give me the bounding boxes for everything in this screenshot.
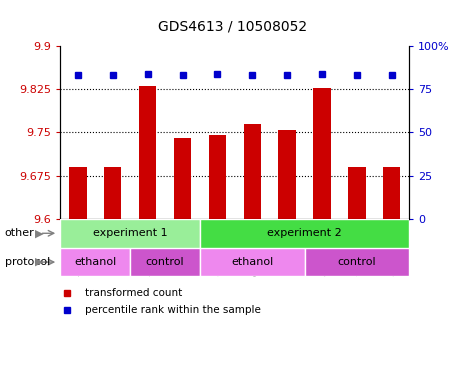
Bar — [348, 167, 365, 219]
Text: GSM847028: GSM847028 — [213, 222, 222, 277]
Text: GSM847033: GSM847033 — [387, 222, 396, 277]
Text: transformed count: transformed count — [85, 288, 182, 298]
Bar — [69, 167, 86, 219]
Text: GSM847027: GSM847027 — [178, 222, 187, 277]
Text: ▶: ▶ — [35, 257, 44, 267]
Bar — [200, 219, 409, 248]
Text: GSM847026: GSM847026 — [143, 222, 152, 277]
Bar — [209, 136, 226, 219]
Text: GSM847025: GSM847025 — [108, 222, 117, 277]
Text: GSM847030: GSM847030 — [248, 222, 257, 277]
Text: control: control — [338, 257, 376, 267]
Bar — [305, 248, 409, 276]
Text: GSM847029: GSM847029 — [318, 222, 326, 277]
Bar — [313, 88, 331, 219]
Text: ▶: ▶ — [35, 228, 44, 238]
Text: control: control — [146, 257, 185, 267]
Bar — [60, 219, 200, 248]
Text: GSM847031: GSM847031 — [352, 222, 361, 277]
Bar — [60, 248, 130, 276]
Text: ethanol: ethanol — [74, 257, 116, 267]
Text: percentile rank within the sample: percentile rank within the sample — [85, 305, 261, 315]
Text: protocol: protocol — [5, 257, 50, 267]
Bar — [200, 248, 305, 276]
Text: GDS4613 / 10508052: GDS4613 / 10508052 — [158, 19, 307, 33]
Text: other: other — [5, 228, 34, 238]
Text: ethanol: ethanol — [231, 257, 273, 267]
Bar — [383, 167, 400, 219]
Bar — [130, 248, 200, 276]
Text: experiment 2: experiment 2 — [267, 228, 342, 238]
Text: experiment 1: experiment 1 — [93, 228, 167, 238]
Bar — [244, 124, 261, 219]
Text: GSM847024: GSM847024 — [73, 222, 82, 277]
Text: GSM847032: GSM847032 — [283, 222, 292, 277]
Bar — [139, 86, 156, 219]
Bar — [279, 129, 296, 219]
Bar — [104, 167, 121, 219]
Bar — [174, 138, 191, 219]
